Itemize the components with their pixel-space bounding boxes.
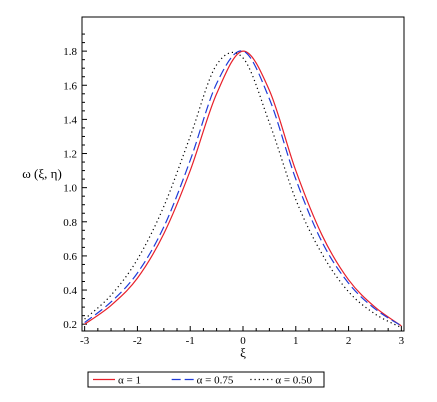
y-tick-label: 0.8 [63, 217, 77, 229]
y-axis-ticks: 0.2 0.4 0.6 0.8 1.0 1.2 1.4 1.6 1.8 [63, 33, 87, 331]
series-line-2 [84, 50, 402, 327]
x-tick-label: -1 [186, 335, 195, 347]
y-tick-label: 0.6 [63, 251, 77, 263]
y-tick-label: 1.4 [63, 114, 77, 126]
plot-area [81, 16, 405, 332]
y-tick-label: 1.2 [63, 149, 77, 161]
y-tick-label: 0.4 [63, 285, 77, 297]
plot-frame [81, 16, 405, 332]
x-tick-label: 2 [346, 335, 352, 347]
x-tick-label: -3 [80, 335, 90, 347]
x-tick-label: 0 [240, 335, 246, 347]
series-lines [84, 50, 402, 329]
x-tick-label: 3 [399, 335, 405, 347]
legend-label-1: α = 1 [118, 375, 141, 387]
legend: α = 1 α = 0.75 α = 0.50 [87, 371, 325, 388]
legend-box [87, 371, 325, 388]
x-axis-ticks: -3 -2 -1 0 1 2 3 [80, 326, 405, 347]
series-line-1 [84, 50, 402, 327]
series-line-3 [84, 51, 402, 329]
y-axis-label: ω (ξ, η) [22, 166, 62, 181]
x-axis-label: ξ [240, 345, 246, 360]
legend-label-2: α = 0.75 [197, 375, 234, 387]
x-tick-label: -2 [133, 335, 142, 347]
y-tick-label: 1.8 [63, 46, 77, 58]
y-tick-label: 1.0 [63, 183, 77, 195]
y-tick-label: 0.2 [63, 319, 77, 331]
x-tick-label: 1 [293, 335, 299, 347]
legend-label-3: α = 0.50 [275, 375, 312, 387]
y-tick-label: 1.6 [63, 80, 77, 92]
